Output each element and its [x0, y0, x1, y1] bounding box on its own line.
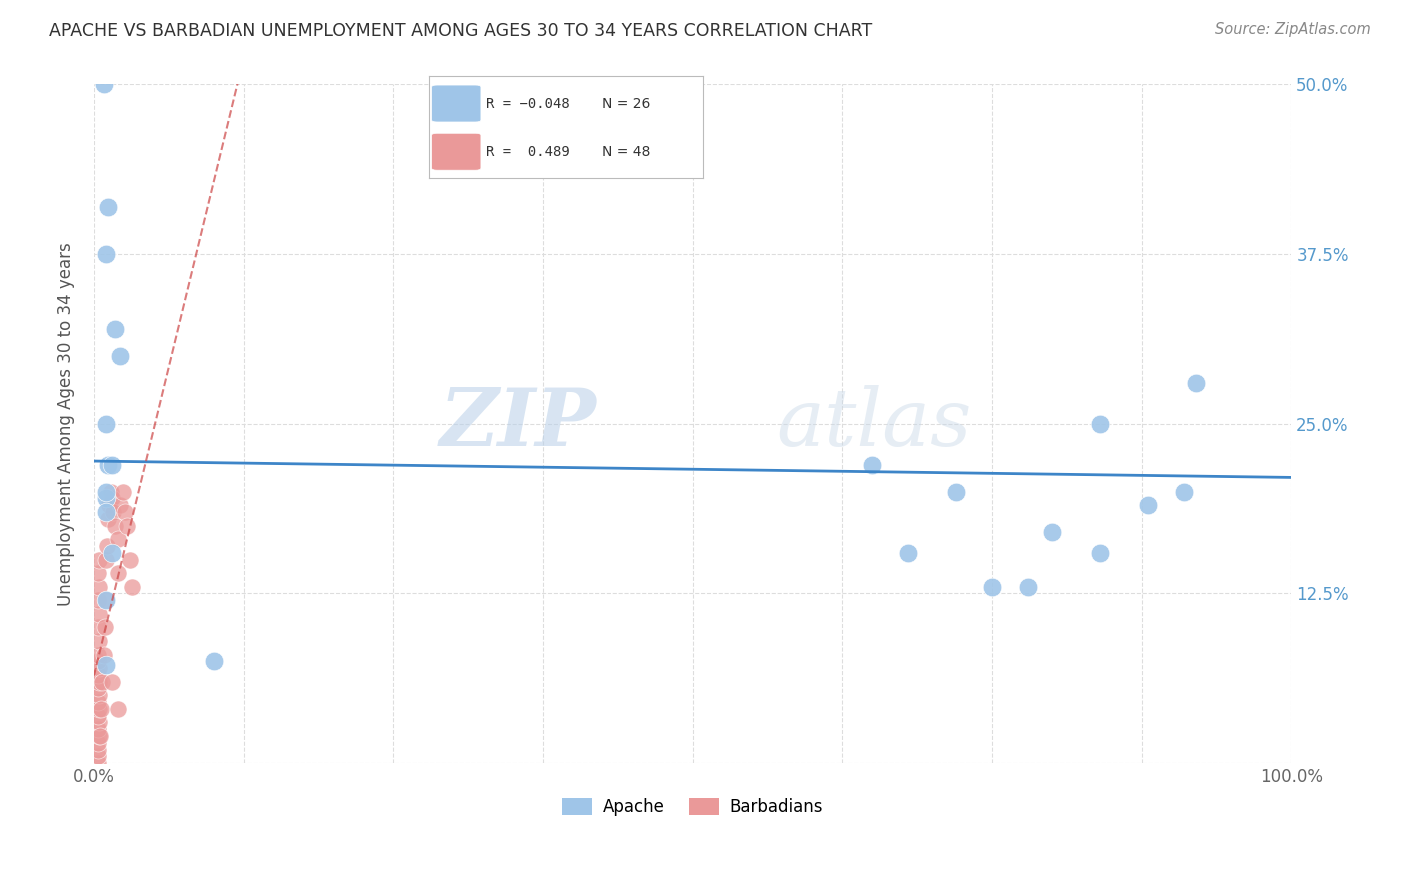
- Point: [87, 715, 110, 730]
- Point: [98, 498, 121, 512]
- Text: N = 26: N = 26: [602, 96, 650, 111]
- Point: [87, 552, 110, 566]
- Point: [110, 498, 132, 512]
- Point: [101, 505, 124, 519]
- Point: [114, 505, 136, 519]
- Point: [94, 505, 117, 519]
- Point: [94, 593, 117, 607]
- Legend: Apache, Barbadians: Apache, Barbadians: [555, 791, 830, 822]
- Point: [87, 688, 110, 702]
- Point: [117, 518, 139, 533]
- Point: [93, 620, 115, 634]
- Point: [1136, 498, 1159, 512]
- Point: [97, 458, 120, 472]
- Point: [91, 674, 114, 689]
- Point: [104, 322, 127, 336]
- Point: [101, 674, 124, 689]
- FancyBboxPatch shape: [432, 85, 481, 122]
- Point: [101, 546, 124, 560]
- Y-axis label: Unemployment Among Ages 30 to 34 years: Unemployment Among Ages 30 to 34 years: [58, 242, 75, 606]
- Point: [118, 552, 141, 566]
- Point: [87, 634, 110, 648]
- Point: [945, 484, 967, 499]
- Point: [94, 552, 117, 566]
- Point: [1088, 417, 1111, 431]
- Point: [101, 458, 124, 472]
- Point: [96, 539, 118, 553]
- Point: [981, 580, 1004, 594]
- Text: R =  0.489: R = 0.489: [486, 145, 571, 159]
- Point: [94, 593, 117, 607]
- FancyBboxPatch shape: [432, 133, 481, 170]
- Point: [107, 532, 129, 546]
- Point: [86, 668, 108, 682]
- Point: [86, 742, 108, 756]
- Point: [107, 702, 129, 716]
- Point: [97, 512, 120, 526]
- Point: [86, 736, 108, 750]
- Text: APACHE VS BARBADIAN UNEMPLOYMENT AMONG AGES 30 TO 34 YEARS CORRELATION CHART: APACHE VS BARBADIAN UNEMPLOYMENT AMONG A…: [49, 22, 873, 40]
- Point: [104, 518, 127, 533]
- Point: [97, 200, 120, 214]
- Point: [90, 702, 112, 716]
- Point: [87, 661, 110, 675]
- Point: [1040, 525, 1063, 540]
- Point: [111, 484, 134, 499]
- Point: [86, 756, 108, 771]
- Point: [89, 729, 111, 743]
- Text: Source: ZipAtlas.com: Source: ZipAtlas.com: [1215, 22, 1371, 37]
- Point: [94, 658, 117, 673]
- Point: [94, 491, 117, 506]
- Point: [1017, 580, 1039, 594]
- Point: [100, 484, 122, 499]
- Point: [1088, 546, 1111, 560]
- Point: [86, 566, 108, 580]
- Point: [87, 580, 110, 594]
- Point: [87, 674, 110, 689]
- Point: [101, 491, 124, 506]
- Text: N = 48: N = 48: [602, 145, 650, 159]
- Point: [1184, 376, 1206, 390]
- Point: [86, 722, 108, 736]
- Point: [86, 708, 108, 723]
- Point: [86, 681, 108, 696]
- Point: [107, 566, 129, 580]
- Point: [86, 654, 108, 668]
- Point: [1173, 484, 1195, 499]
- Point: [897, 546, 920, 560]
- Text: atlas: atlas: [776, 385, 972, 463]
- Point: [202, 654, 225, 668]
- Point: [86, 749, 108, 764]
- Point: [87, 607, 110, 621]
- Point: [93, 78, 115, 92]
- Point: [860, 458, 883, 472]
- Point: [94, 247, 117, 261]
- Text: ZIP: ZIP: [440, 385, 596, 463]
- Point: [94, 417, 117, 431]
- Point: [93, 648, 115, 662]
- Point: [86, 695, 108, 709]
- Text: R = −0.048: R = −0.048: [486, 96, 571, 111]
- Point: [86, 648, 108, 662]
- Point: [86, 620, 108, 634]
- Point: [94, 484, 117, 499]
- Point: [87, 702, 110, 716]
- Point: [121, 580, 143, 594]
- Point: [87, 729, 110, 743]
- Point: [86, 593, 108, 607]
- Point: [110, 349, 132, 363]
